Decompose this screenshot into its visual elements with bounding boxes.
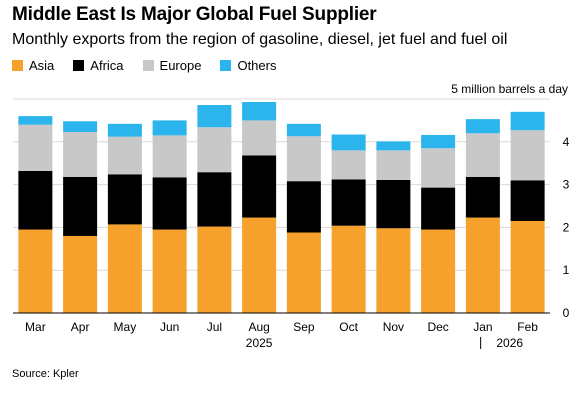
bar-segment-africa bbox=[510, 180, 545, 221]
bar-segment-asia bbox=[510, 220, 545, 313]
legend-label-europe: Europe bbox=[159, 58, 202, 73]
bar-segment-others bbox=[63, 121, 98, 132]
x-tick-label: May bbox=[114, 320, 137, 334]
bar-segment-europe bbox=[286, 136, 321, 182]
bar-segment-others bbox=[18, 116, 53, 125]
bar-segment-europe bbox=[107, 136, 142, 175]
x-tick-label: Aug bbox=[248, 320, 269, 334]
x-tick-label: Jan bbox=[473, 320, 492, 334]
year-label-2025: 2025 bbox=[246, 336, 273, 350]
bar-segment-europe bbox=[242, 120, 277, 156]
legend-swatch-others bbox=[220, 60, 232, 71]
source-note: Source: Kpler bbox=[12, 368, 79, 380]
y-tick-label: 2 bbox=[563, 220, 570, 234]
bar-segment-others bbox=[197, 104, 232, 128]
bar-segment-africa bbox=[63, 176, 98, 236]
bar-segment-others bbox=[152, 120, 187, 136]
bar-segment-asia bbox=[331, 225, 366, 313]
legend-item-asia: Asia bbox=[12, 58, 54, 73]
bar-segment-europe bbox=[376, 150, 411, 180]
bar-segment-europe bbox=[331, 150, 366, 180]
bar-segment-africa bbox=[107, 174, 142, 225]
x-tick-label: Jul bbox=[207, 320, 222, 334]
bar-segment-europe bbox=[421, 148, 456, 188]
bar-segment-africa bbox=[421, 187, 456, 230]
bar-segment-asia bbox=[286, 232, 321, 313]
x-tick-label: Sep bbox=[293, 320, 315, 334]
bar-segment-others bbox=[286, 123, 321, 137]
bar-segment-africa bbox=[152, 177, 187, 230]
x-tick-label: Nov bbox=[383, 320, 404, 334]
legend-swatch-africa bbox=[73, 60, 85, 71]
bar-segment-europe bbox=[465, 133, 500, 177]
y-tick-label: 1 bbox=[563, 263, 570, 277]
y-axis-unit-label: 5 million barrels a day bbox=[451, 82, 568, 96]
y-tick-label: 0 bbox=[563, 306, 570, 320]
chart-subtitle: Monthly exports from the region of gasol… bbox=[12, 31, 508, 48]
bar-segment-asia bbox=[376, 228, 411, 313]
bar-segment-asia bbox=[18, 229, 53, 313]
legend-item-africa: Africa bbox=[73, 58, 124, 73]
y-tick-label: 3 bbox=[563, 178, 570, 192]
bar-segment-asia bbox=[63, 235, 98, 313]
y-tick-label: 4 bbox=[563, 135, 570, 149]
legend-label-others: Others bbox=[237, 58, 277, 73]
year-label-2026: 2026 bbox=[496, 336, 523, 350]
x-tick-label: Mar bbox=[25, 320, 46, 334]
x-tick-label: Dec bbox=[427, 320, 448, 334]
bar-segment-africa bbox=[376, 179, 411, 229]
bar-segment-asia bbox=[152, 229, 187, 313]
x-tick-label: Apr bbox=[71, 320, 90, 334]
bar-segment-africa bbox=[331, 179, 366, 226]
bar-segment-africa bbox=[242, 155, 277, 218]
bar-segment-asia bbox=[107, 224, 142, 313]
bar-segment-others bbox=[242, 101, 277, 121]
bar-segment-europe bbox=[510, 130, 545, 181]
bar-segment-others bbox=[465, 119, 500, 134]
legend: Asia Africa Europe Others bbox=[12, 58, 295, 73]
bar-segment-europe bbox=[18, 124, 53, 171]
bar-segment-asia bbox=[465, 217, 500, 313]
legend-swatch-asia bbox=[12, 60, 23, 71]
bar-segment-africa bbox=[197, 172, 232, 227]
legend-label-asia: Asia bbox=[29, 58, 55, 73]
bar-segment-others bbox=[376, 141, 411, 151]
bar-segment-asia bbox=[242, 217, 277, 313]
bar-segment-europe bbox=[152, 135, 187, 178]
bar-segment-africa bbox=[18, 170, 53, 230]
legend-item-europe: Europe bbox=[142, 58, 202, 73]
legend-item-others: Others bbox=[220, 58, 276, 73]
x-tick-label: Oct bbox=[339, 320, 358, 334]
legend-label-africa: Africa bbox=[90, 58, 124, 73]
legend-swatch-europe bbox=[142, 60, 154, 71]
bar-segment-europe bbox=[197, 127, 232, 173]
bar-segment-africa bbox=[465, 176, 500, 218]
bar-segment-others bbox=[331, 134, 366, 151]
chart-title: Middle East Is Major Global Fuel Supplie… bbox=[12, 4, 377, 25]
bar-segment-others bbox=[421, 134, 456, 149]
bar-segment-others bbox=[107, 123, 142, 137]
bar-segment-europe bbox=[63, 131, 98, 177]
bar-segment-others bbox=[510, 111, 545, 131]
x-tick-label: Feb bbox=[517, 320, 538, 334]
bar-segment-asia bbox=[197, 226, 232, 313]
bar-segment-asia bbox=[421, 229, 456, 313]
bar-segment-africa bbox=[286, 181, 321, 233]
x-tick-label: Jun bbox=[160, 320, 179, 334]
